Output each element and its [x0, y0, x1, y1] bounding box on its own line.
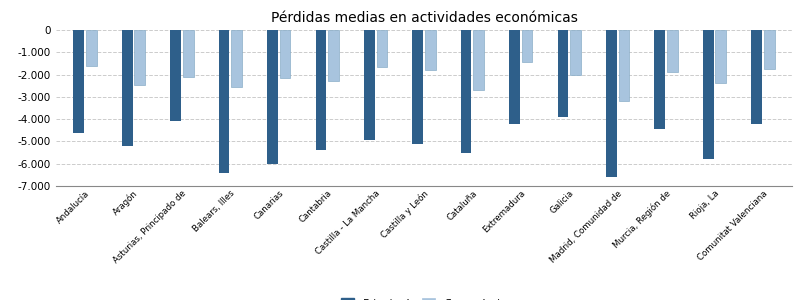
Bar [134, 30, 145, 85]
Bar [231, 30, 242, 87]
Bar [267, 30, 278, 164]
Bar [280, 30, 290, 78]
Bar [606, 30, 617, 177]
Bar [412, 30, 423, 144]
Bar [377, 30, 387, 67]
Bar [667, 30, 678, 72]
Bar [558, 30, 568, 117]
Legend: Principal, Secundaria: Principal, Secundaria [337, 294, 511, 300]
Bar [218, 30, 230, 172]
Bar [461, 30, 471, 153]
Bar [510, 30, 520, 124]
Bar [570, 30, 581, 75]
Bar [86, 30, 97, 66]
Bar [364, 30, 374, 140]
Bar [751, 30, 762, 124]
Bar [618, 30, 630, 101]
Bar [474, 30, 484, 90]
Bar [74, 30, 84, 133]
Bar [522, 30, 533, 62]
Bar [170, 30, 181, 122]
Title: Pérdidas medias en actividades económicas: Pérdidas medias en actividades económica… [270, 11, 578, 25]
Bar [315, 30, 326, 150]
Bar [764, 30, 774, 69]
Bar [183, 30, 194, 77]
Bar [425, 30, 436, 70]
Bar [328, 30, 338, 81]
Bar [703, 30, 714, 159]
Bar [654, 30, 665, 129]
Bar [122, 30, 133, 146]
Bar [715, 30, 726, 83]
